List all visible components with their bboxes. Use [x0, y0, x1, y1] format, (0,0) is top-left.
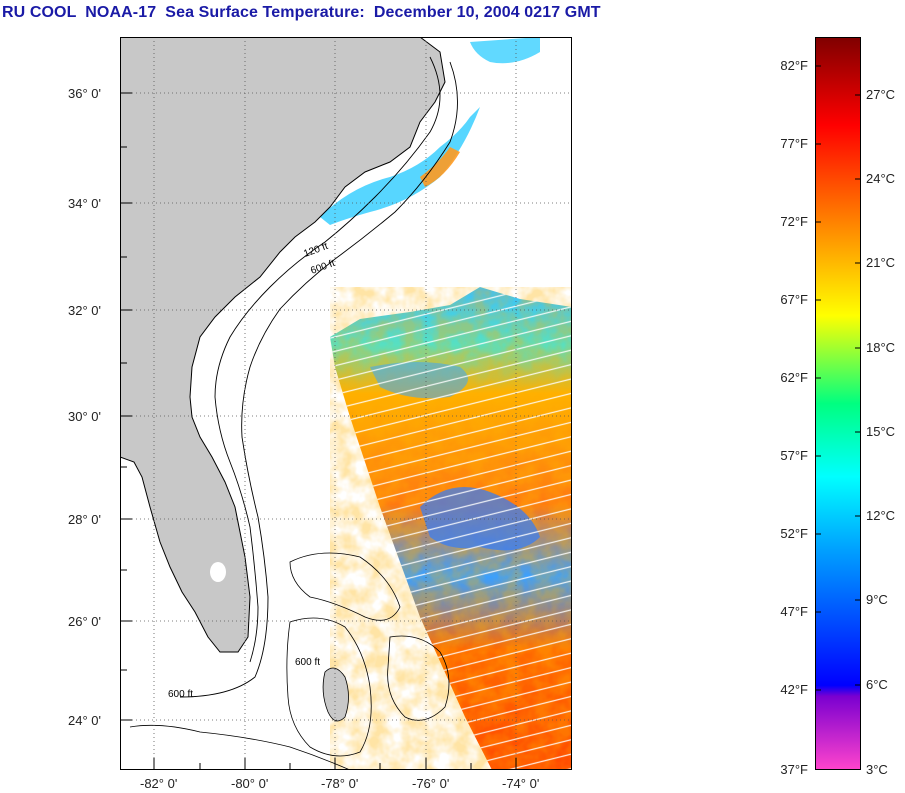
contour-120ft	[214, 56, 441, 663]
map-title: RU COOL NOAA-17 Sea Surface Temperature:…	[2, 4, 601, 21]
land-bahamas	[322, 667, 349, 722]
colorbar-ticks	[815, 65, 861, 691]
contour-label: 600 ft	[168, 689, 193, 700]
colorbar-label-f: 82°F	[780, 58, 808, 73]
colorbar-label-f: 57°F	[780, 448, 808, 463]
colorbar-label-c: 18°C	[866, 340, 896, 355]
colorbar-label-f: 62°F	[780, 370, 808, 385]
lon-label: -78° 0'	[321, 776, 359, 791]
cuba-coast	[129, 724, 351, 770]
bahamas-bank-contour	[289, 552, 401, 621]
colorbar-label-f: 52°F	[780, 526, 808, 541]
lon-label: -76° 0'	[412, 776, 450, 791]
lat-label: 36° 0'	[68, 86, 101, 101]
sst-scanlines	[330, 287, 572, 770]
lake-okeechobee	[210, 562, 226, 582]
colorbar-label-f: 67°F	[780, 292, 808, 307]
lat-label: 34° 0'	[68, 196, 101, 211]
lat-label: 32° 0'	[68, 303, 101, 318]
colorbar-label-c: 24°C	[866, 171, 896, 186]
colorbar-label-c: 27°C	[866, 87, 896, 102]
contour-label: 600 ft	[295, 657, 320, 668]
map-grid	[120, 37, 572, 770]
sst-coastal-patch	[320, 107, 480, 225]
bahamas-bank-contour	[286, 617, 372, 757]
map-border	[120, 37, 572, 770]
colorbar-label-f: 47°F	[780, 604, 808, 619]
colorbar	[815, 37, 861, 770]
colorbar-label-c: 6°C	[866, 677, 888, 692]
lon-label: -80° 0'	[231, 776, 269, 791]
colorbar-label-c: 12°C	[866, 508, 896, 523]
sst-north-patch	[470, 37, 540, 64]
colorbar-label-f: 77°F	[780, 136, 808, 151]
land-us-southeast	[120, 37, 446, 653]
lon-label: -82° 0'	[140, 776, 178, 791]
colorbar-label-f: 72°F	[780, 214, 808, 229]
colorbar-label-c: 9°C	[866, 592, 888, 607]
lat-label: 26° 0'	[68, 614, 101, 629]
contour-600ft	[179, 61, 458, 698]
colorbar-label-c: 21°C	[866, 255, 896, 270]
lat-label: 24° 0'	[68, 713, 101, 728]
colorbar-label-f: 42°F	[780, 682, 808, 697]
colorbar-label-c: 15°C	[866, 424, 896, 439]
colorbar-gradient	[815, 37, 861, 770]
map-ticks	[120, 92, 517, 770]
colorbar-label-c: 3°C	[866, 762, 888, 777]
lat-label: 28° 0'	[68, 512, 101, 527]
bahamas-bank-contour	[387, 635, 450, 721]
sst-map: 120 ft 600 ft 600 ft 600 ft	[120, 37, 572, 770]
sst-coastal-patch	[420, 147, 460, 187]
lat-label: 30° 0'	[68, 409, 101, 424]
lon-label: -74° 0'	[502, 776, 540, 791]
colorbar-label-f: 37°F	[780, 762, 808, 777]
